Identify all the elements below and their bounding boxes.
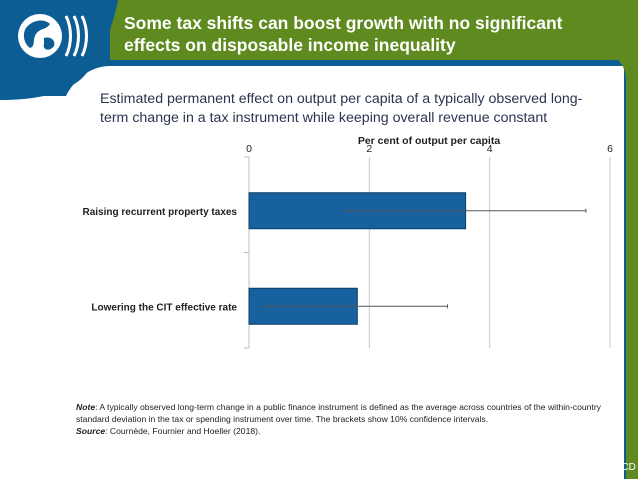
source-label: Source	[76, 426, 106, 436]
oecd-footer-logo-text: OECD	[607, 462, 636, 473]
chart-subtitle-line2: term change in a tax instrument while ke…	[100, 110, 548, 126]
source-paragraph: Source: Cournède, Fournier and Hoeller (…	[76, 425, 616, 437]
note-paragraph: Note: A typically observed long-term cha…	[76, 401, 616, 425]
chart-note: Note: A typically observed long-term cha…	[76, 401, 616, 437]
x-tick-label-2: 2	[366, 143, 372, 155]
x-tick-label-4: 4	[487, 143, 493, 155]
chart-subtitle-line1: Estimated permanent effect on output per…	[100, 91, 583, 107]
bars	[248, 192, 467, 325]
gridlines	[368, 157, 611, 348]
x-tick-label-0: 0	[246, 143, 252, 155]
slide-title: Some tax shifts can boost growth with no…	[124, 12, 624, 56]
slide-title-line1: Some tax shifts can boost growth with no…	[124, 13, 563, 33]
oecd-footer-logo: OECD	[592, 459, 636, 473]
header-green-band	[110, 0, 638, 60]
source-text: : Cournède, Fournier and Hoeller (2018).	[105, 426, 261, 436]
x-tick-label-6: 6	[607, 143, 613, 155]
slide-title-line2: effects on disposable income inequality	[124, 35, 456, 55]
category-label: Raising recurrent property taxes	[83, 207, 238, 218]
category-label: Lowering the CIT effective rate	[91, 302, 237, 313]
chart-title: Per cent of output per capita	[358, 135, 501, 147]
error-bars	[263, 208, 587, 309]
chart-subtitle: Estimated permanent effect on output per…	[100, 90, 620, 128]
oecd-globe-icon	[18, 14, 88, 58]
note-text: : A typically observed long-term change …	[76, 402, 601, 424]
right-accent-bar	[618, 60, 638, 479]
note-label: Note	[76, 402, 96, 412]
